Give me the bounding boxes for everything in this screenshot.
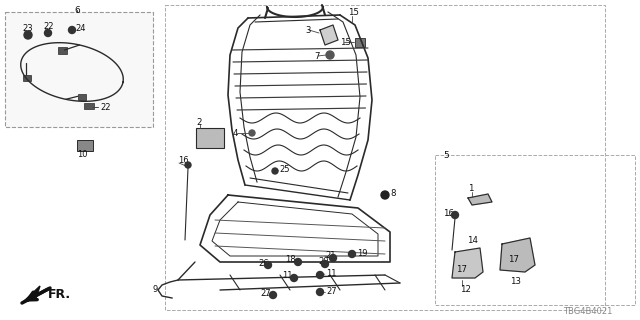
Circle shape <box>326 51 334 59</box>
Text: 15: 15 <box>340 37 351 46</box>
Bar <box>196 128 224 148</box>
Text: 9: 9 <box>153 285 158 294</box>
Text: 10: 10 <box>77 149 88 158</box>
Bar <box>58 47 67 54</box>
Bar <box>5 12 153 127</box>
Text: 11: 11 <box>326 268 337 277</box>
Bar <box>84 103 94 109</box>
Text: 24: 24 <box>75 23 86 33</box>
Text: 20: 20 <box>318 258 328 267</box>
Text: 26: 26 <box>258 260 269 268</box>
Bar <box>165 5 605 310</box>
Polygon shape <box>468 194 492 205</box>
Text: 12: 12 <box>460 285 471 294</box>
Text: 27: 27 <box>326 286 337 295</box>
Text: 16: 16 <box>443 209 454 218</box>
Polygon shape <box>320 25 338 45</box>
Circle shape <box>272 168 278 174</box>
Polygon shape <box>452 248 483 278</box>
Text: 17: 17 <box>508 255 519 265</box>
Text: 15: 15 <box>348 7 359 17</box>
Circle shape <box>269 292 276 299</box>
Circle shape <box>45 29 51 36</box>
Text: 19: 19 <box>357 250 367 259</box>
Text: 27: 27 <box>260 290 271 299</box>
Bar <box>435 155 635 305</box>
Circle shape <box>451 212 458 219</box>
Text: FR.: FR. <box>48 289 71 301</box>
Bar <box>355 38 365 47</box>
Text: TBG4B4021: TBG4B4021 <box>563 308 612 316</box>
Text: 22: 22 <box>43 21 54 30</box>
Circle shape <box>294 259 301 266</box>
Text: 6: 6 <box>74 6 80 15</box>
Text: 16: 16 <box>178 156 189 164</box>
Circle shape <box>185 162 191 168</box>
Circle shape <box>317 289 323 295</box>
Circle shape <box>24 31 32 39</box>
Circle shape <box>321 260 328 268</box>
Polygon shape <box>500 238 535 272</box>
Bar <box>78 94 86 100</box>
Circle shape <box>291 275 298 282</box>
Text: 25: 25 <box>279 164 289 173</box>
Text: 5: 5 <box>443 150 449 159</box>
Text: 11: 11 <box>282 271 292 281</box>
Text: 8: 8 <box>390 188 396 197</box>
Polygon shape <box>22 286 40 303</box>
Circle shape <box>249 130 255 136</box>
Text: 13: 13 <box>510 277 521 286</box>
Text: 14: 14 <box>467 236 478 244</box>
Circle shape <box>330 254 337 261</box>
Circle shape <box>317 271 323 278</box>
Text: 18: 18 <box>285 255 296 265</box>
Text: 17: 17 <box>456 266 467 275</box>
Bar <box>23 75 31 81</box>
Text: 23: 23 <box>22 23 33 33</box>
Text: 22: 22 <box>100 102 111 111</box>
Text: 4: 4 <box>233 129 239 138</box>
Text: 1: 1 <box>468 183 474 193</box>
Text: 21: 21 <box>325 251 335 260</box>
Circle shape <box>381 191 389 199</box>
Circle shape <box>349 251 355 258</box>
Circle shape <box>264 261 271 268</box>
Text: 7: 7 <box>314 52 319 60</box>
Text: 3: 3 <box>305 26 310 35</box>
Bar <box>77 140 93 151</box>
Text: 2: 2 <box>196 117 202 126</box>
Circle shape <box>68 27 76 34</box>
